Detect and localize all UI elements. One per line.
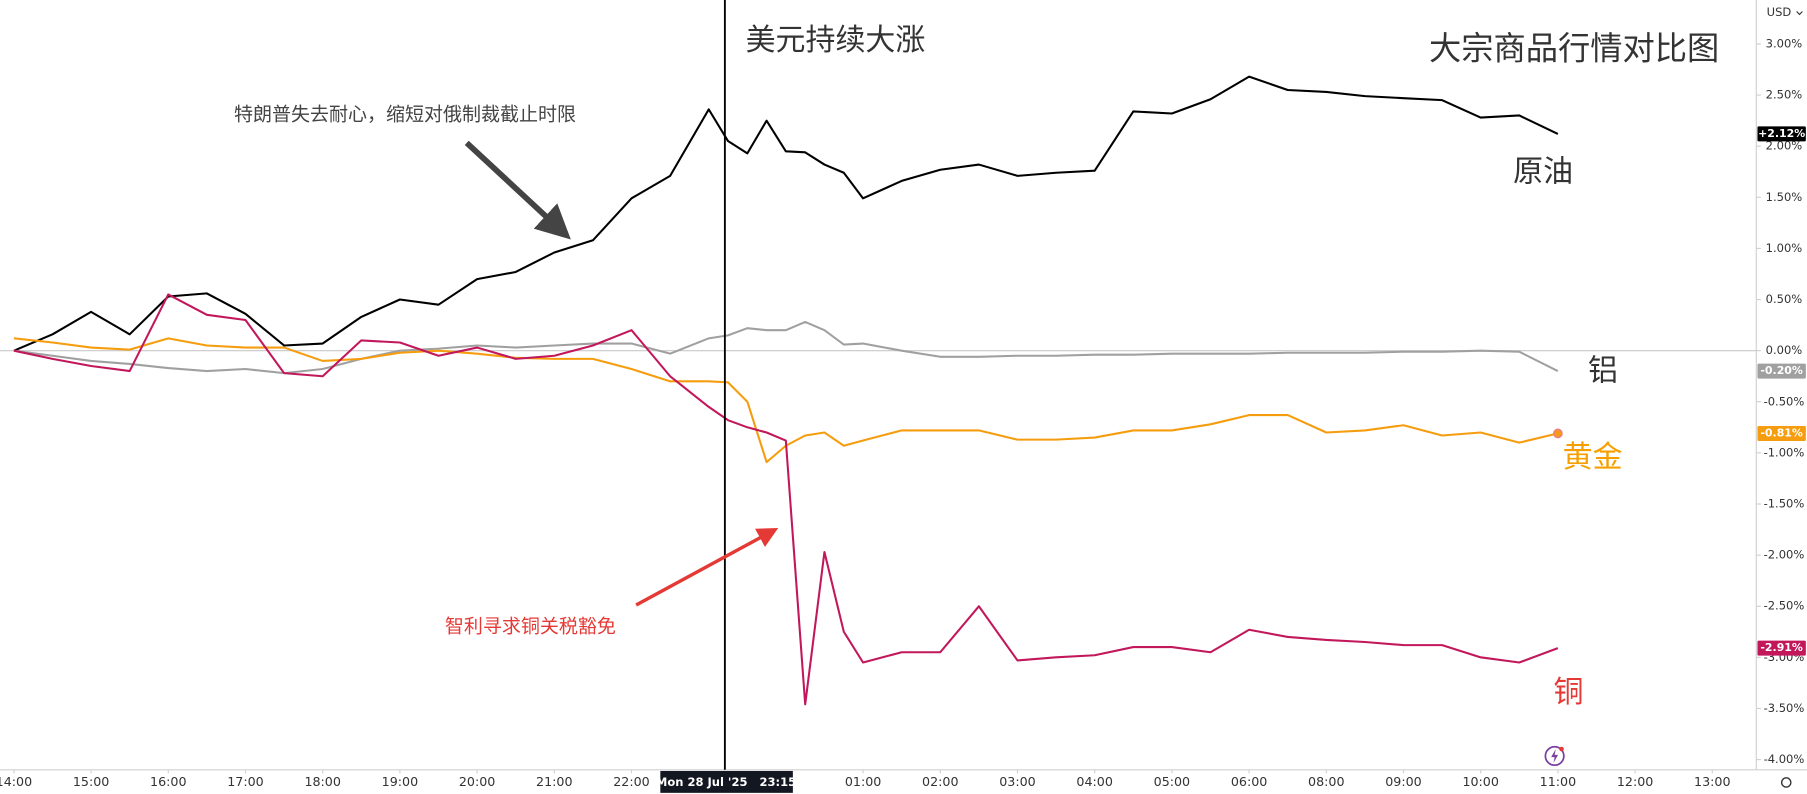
y-tick-label: -0.50% <box>1764 394 1805 408</box>
last-value-box <box>1757 126 1806 142</box>
y-tick-label: -1.50% <box>1764 496 1805 510</box>
last-value-box <box>1757 425 1806 441</box>
x-tick-label: 12:00 <box>1617 774 1653 789</box>
series-line <box>13 75 1559 352</box>
crosshair-label-box <box>660 770 793 793</box>
x-tick-label: 01:00 <box>845 774 881 789</box>
x-tick-label: 04:00 <box>1076 774 1112 789</box>
x-tick-label: 03:00 <box>999 774 1035 789</box>
x-tick-label: 14:00 <box>0 774 32 789</box>
series-name: 黄金 <box>1563 440 1623 475</box>
series-name: 铜 <box>1553 675 1583 710</box>
alert-icon[interactable] <box>1544 745 1565 767</box>
x-tick-label: 22:00 <box>613 774 649 789</box>
end-point <box>1552 428 1563 439</box>
annotation: 智利寻求铜关税豁免 <box>445 615 616 637</box>
y-tick-label: -4.00% <box>1764 752 1805 766</box>
y-tick-label: -3.50% <box>1764 701 1805 715</box>
y-tick-label: 0.50% <box>1766 292 1803 306</box>
last-value-label: -0.81% <box>1760 426 1803 439</box>
icon-dot <box>1559 746 1564 752</box>
x-tick-label: 11:00 <box>1540 774 1576 789</box>
annotation: 美元持续大涨 <box>746 23 926 58</box>
x-tick-label: 20:00 <box>459 774 495 789</box>
x-tick-label: 09:00 <box>1385 774 1421 789</box>
last-value-box <box>1757 363 1806 379</box>
crosshair-label: Mon 28 Jul '25 23:15 <box>656 775 796 789</box>
labels: 3.00% 2.50% 2.00% 1.50% 1.00% 0.50% 0.00% -0.50… <box>0 23 1806 789</box>
x-tick-label: 10:00 <box>1462 774 1498 789</box>
currency[interactable]: USD <box>1767 5 1792 19</box>
x-tick-label: 19:00 <box>382 774 418 789</box>
last-value-label: -0.20% <box>1760 364 1803 377</box>
y-tick-label: -1.00% <box>1764 445 1805 459</box>
y-tick-label: 1.50% <box>1766 190 1803 204</box>
last-value-box <box>1757 640 1806 656</box>
x-tick-label: 17:00 <box>227 774 263 789</box>
x-tick-label: 16:00 <box>150 774 186 789</box>
dropdown-icon[interactable] <box>1796 11 1803 16</box>
crosshair-time: Mon 28 Jul '25 23:15 <box>656 770 796 793</box>
icon-ring[interactable] <box>1544 745 1565 767</box>
y-tick-label: -2.50% <box>1764 599 1805 613</box>
settings-icon[interactable] <box>1780 777 1792 788</box>
y-tick-label: 2.50% <box>1766 88 1803 102</box>
x-tick-label: 06:00 <box>1231 774 1267 789</box>
last-value-label: -2.91% <box>1760 641 1803 654</box>
plot <box>13 75 1563 706</box>
gear[interactable] <box>1780 777 1792 788</box>
arrow <box>635 527 779 607</box>
currency-selector[interactable]: USD <box>1767 5 1803 19</box>
y-tick-label: 1.00% <box>1766 241 1803 255</box>
y-tick-label: 0.00% <box>1766 343 1803 357</box>
x-tick-label: 08:00 <box>1308 774 1344 789</box>
y-tick-label: 3.00% <box>1766 36 1803 50</box>
series-line <box>13 320 1559 375</box>
y-tick-label: 2.00% <box>1766 139 1803 153</box>
y-tick-label: -2.00% <box>1764 548 1805 562</box>
x-tick-label: 18:00 <box>304 774 340 789</box>
x-tick-label: 05:00 <box>1154 774 1190 789</box>
annotation: 特朗普失去耐心，缩短对俄制裁截止时限 <box>234 104 576 126</box>
last-value-label: +2.12% <box>1758 127 1805 140</box>
chart-title: 大宗商品行情对比图 <box>1429 30 1719 68</box>
x-tick-label: 13:00 <box>1694 774 1730 789</box>
series-line <box>13 293 1559 706</box>
x-tick-label: 15:00 <box>73 774 109 789</box>
arrow <box>464 140 571 240</box>
x-tick-label: 02:00 <box>922 774 958 789</box>
series-name: 原油 <box>1513 154 1573 189</box>
icon-bolt[interactable] <box>1551 749 1559 763</box>
x-tick-label: 21:00 <box>536 774 572 789</box>
series-name: 铝 <box>1588 354 1618 389</box>
